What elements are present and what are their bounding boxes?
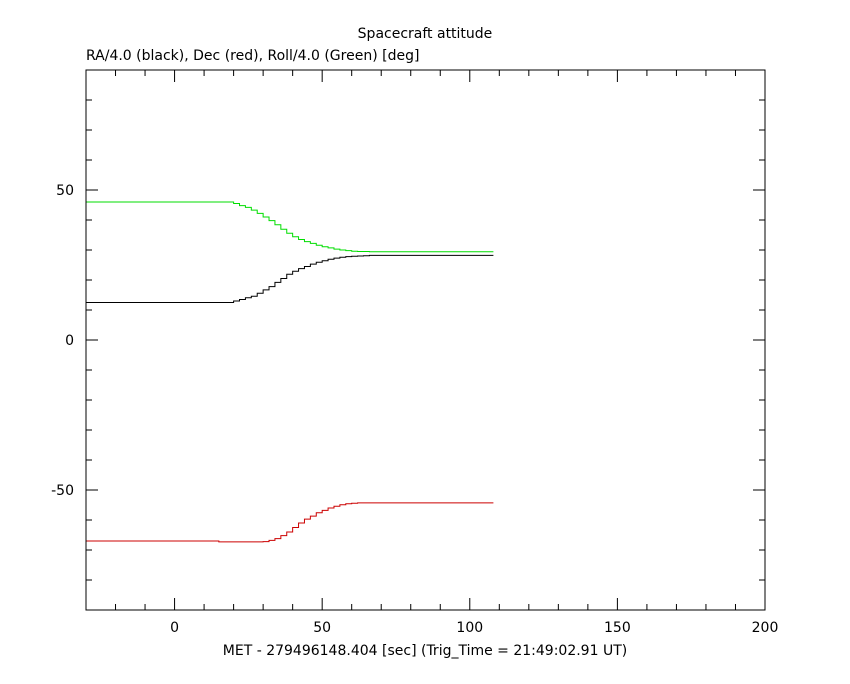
plot-frame xyxy=(85,69,766,611)
tick-layer: 0 50 100 150 200 -50 0 50 xyxy=(51,69,779,636)
series-line-ra-4-0 xyxy=(86,254,494,303)
chart-title: Spacecraft attitude xyxy=(358,26,493,42)
x-axis-label: MET - 279496148.404 [sec] (Trig_Time = 2… xyxy=(223,643,627,659)
x-tick-label: 50 xyxy=(313,620,331,636)
x-tick-label: 0 xyxy=(170,620,179,636)
y-tick-label: 50 xyxy=(56,183,74,199)
series-line-roll-4-0 xyxy=(86,201,494,253)
x-tick-label: 150 xyxy=(604,620,631,636)
series-layer xyxy=(86,201,494,543)
chart-subtitle: RA/4.0 (black), Dec (red), Roll/4.0 (Gre… xyxy=(86,48,419,64)
x-tick-label: 200 xyxy=(752,620,779,636)
y-tick-label: 0 xyxy=(65,333,74,349)
y-tick-label: -50 xyxy=(51,483,74,499)
x-tick-label: 100 xyxy=(456,620,483,636)
series-line-dec xyxy=(86,502,494,543)
